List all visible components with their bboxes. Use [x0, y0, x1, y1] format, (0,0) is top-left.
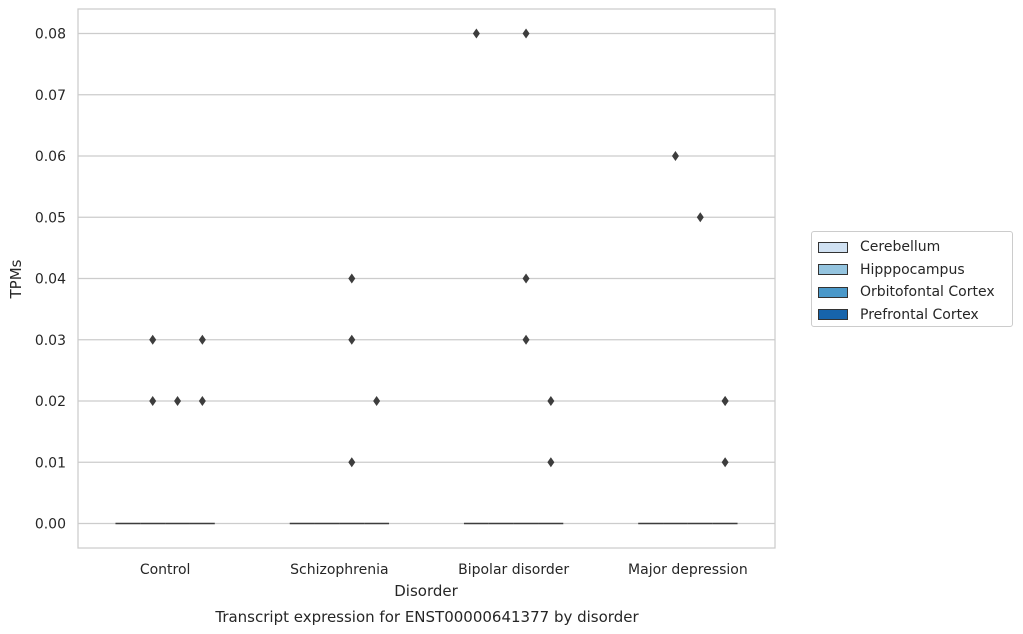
legend-swatch	[818, 241, 848, 253]
chart-title: Transcript expression for ENST0000064137…	[214, 608, 639, 626]
y-tick-label: 0.04	[35, 272, 66, 288]
x-tick-label: Schizophrenia	[290, 562, 388, 578]
outlier-point	[547, 396, 555, 406]
x-axis-label: Disorder	[394, 582, 458, 600]
legend-label: Orbitofontal Cortex	[860, 284, 995, 301]
outlier-point	[472, 28, 480, 39]
outlier-point	[522, 28, 530, 39]
outlier-points	[149, 28, 729, 468]
x-tick-label: Bipolar disorder	[458, 562, 569, 578]
y-tick-label: 0.05	[35, 210, 66, 226]
y-tick-label: 0.08	[35, 27, 66, 43]
outlier-point	[721, 396, 729, 406]
legend-label: Prefrontal Cortex	[860, 306, 979, 323]
legend-item: Hipppocampus	[818, 259, 1012, 282]
legend-swatch	[818, 286, 848, 298]
outlier-point	[149, 334, 157, 345]
x-tick-labels: Control Schizophrenia Bipolar disorder Majo…	[140, 562, 748, 578]
y-tick-labels: 0.00 0.01 0.02 0.03 0.04 0.05 0.06 0.07 0.08	[35, 27, 66, 533]
outlier-point	[198, 396, 206, 406]
y-tick-label: 0.03	[35, 333, 66, 349]
legend-label: Cerebellum	[860, 239, 941, 256]
outlier-point	[198, 334, 206, 345]
legend-label: Hipppocampus	[860, 261, 965, 278]
outlier-point	[348, 273, 356, 284]
outlier-point	[547, 457, 555, 468]
y-tick-label: 0.02	[35, 394, 66, 410]
legend: Cerebellum Hipppocampus Orbitofontal Corte…	[811, 231, 1013, 327]
legend-swatch	[818, 264, 848, 276]
outlier-point	[522, 273, 530, 284]
y-tick-label: 0.06	[35, 149, 66, 165]
y-axis-label: TPMs	[7, 259, 25, 299]
outlier-point	[149, 396, 157, 406]
legend-swatch	[818, 309, 848, 321]
outlier-point	[671, 151, 679, 161]
plot-frame	[77, 8, 776, 549]
y-tick-label: 0.01	[35, 455, 66, 471]
x-tick-label: Control	[140, 562, 191, 578]
outlier-point	[174, 396, 182, 406]
outlier-point	[696, 212, 704, 223]
outlier-point	[348, 457, 356, 468]
outlier-point	[522, 334, 530, 345]
legend-item: Prefrontal Cortex	[818, 304, 1012, 327]
legend-item: Orbitofontal Cortex	[818, 281, 1012, 304]
legend-item: Cerebellum	[818, 236, 1012, 259]
outlier-point	[721, 457, 729, 468]
y-tick-label: 0.07	[35, 88, 66, 104]
y-tick-label: 0.00	[35, 517, 66, 533]
outlier-point	[348, 334, 356, 345]
x-tick-label: Major depression	[628, 562, 748, 578]
outlier-point	[373, 396, 381, 406]
